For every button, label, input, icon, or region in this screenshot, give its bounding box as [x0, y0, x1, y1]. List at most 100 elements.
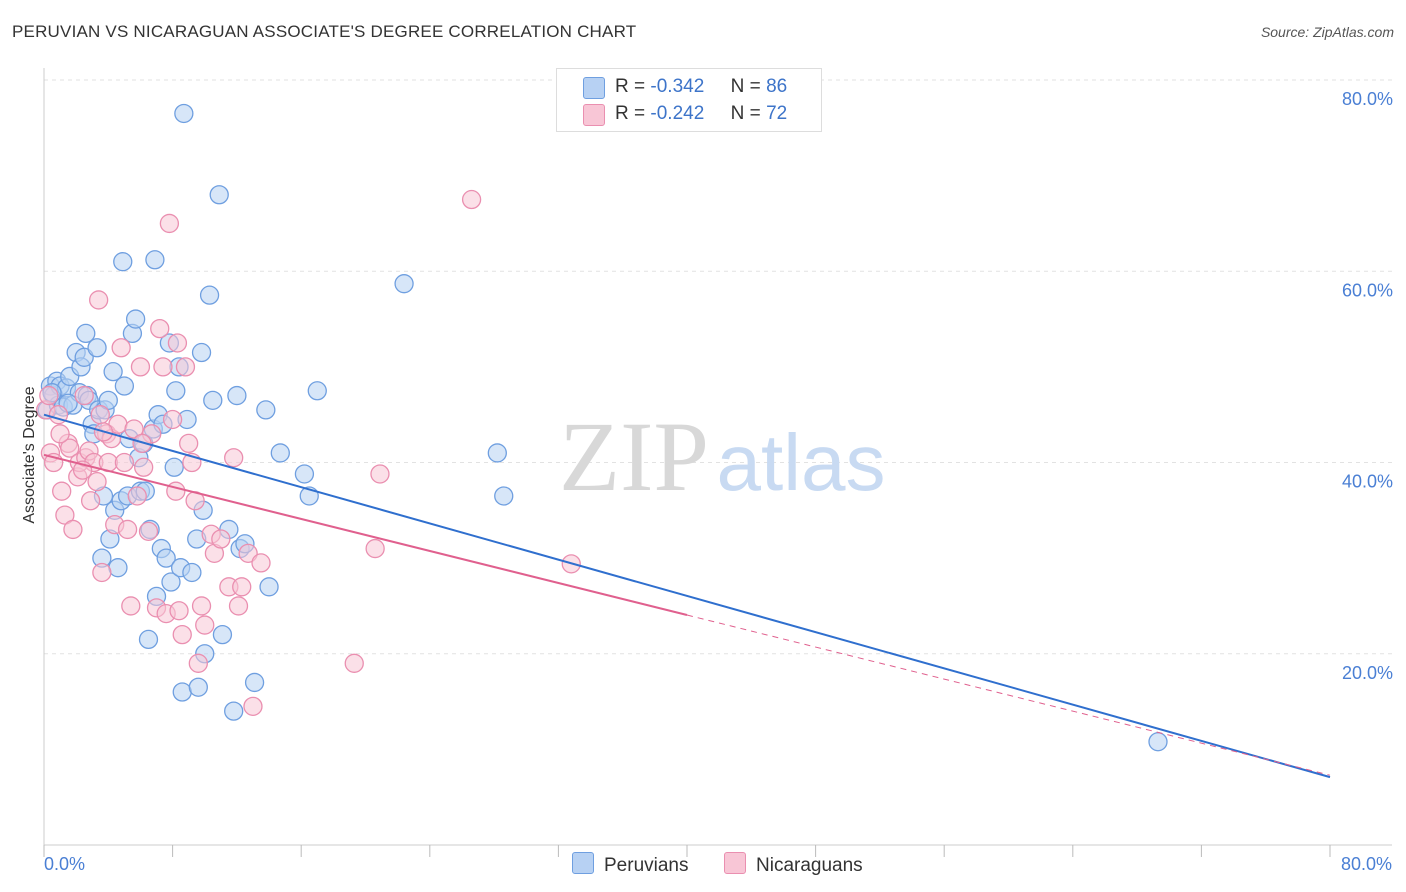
legend-r-value-peruvians: -0.342 [650, 76, 705, 97]
nicaraguan-point [344, 653, 364, 673]
bottom-legend-swatch-nicaraguans [724, 852, 746, 874]
peruvian-point [182, 562, 202, 583]
peruvian-point [98, 390, 118, 410]
peruvian-point [487, 443, 507, 463]
nicaraguan-point [461, 189, 482, 210]
watermark-atlas: atlas [717, 418, 886, 507]
peruvian-point [145, 250, 165, 270]
nicaraguan-point [179, 433, 199, 454]
nicaraguan-point [251, 553, 271, 573]
trend-lines [43, 413, 1331, 779]
legend-n-value-nicaraguans: 72 [766, 103, 788, 124]
nicaraguan-point [166, 481, 186, 501]
nicaraguan-point [87, 471, 107, 492]
nicaraguan-point [63, 519, 83, 540]
nicaraguan-point [74, 385, 94, 406]
nicaraguan-point [127, 486, 147, 506]
nicaraguan-point [90, 405, 110, 425]
peruvian-point [256, 400, 276, 420]
nicaraguan-point [370, 464, 390, 484]
bottom-legend-swatch-peruvians [572, 852, 594, 874]
nicaraguan-point [188, 653, 208, 673]
nicaraguan-point [114, 452, 135, 473]
nicaraguan-point [89, 290, 109, 310]
peruvian-point [270, 443, 290, 463]
peruvian-point [199, 285, 220, 305]
legend-n-label: N = [730, 103, 761, 124]
nicaraguan-point [134, 457, 154, 477]
peruvian-point [203, 390, 223, 410]
watermark: ZIP atlas [559, 401, 885, 512]
x-tick-label: 80.0% [1341, 854, 1392, 874]
peruvian-point [307, 381, 327, 401]
peruvian-point [166, 381, 186, 401]
peruvian-point [113, 252, 133, 272]
y-tick-label: 40.0% [1342, 472, 1393, 492]
peruvian-point [103, 362, 123, 382]
peruvian-point [172, 682, 192, 702]
peruvian-point [494, 486, 514, 506]
y-tick-label: 80.0% [1342, 89, 1393, 109]
peruvian-point [87, 338, 107, 358]
nicaraguan-trend-extension [686, 614, 1331, 776]
nicaraguan-point [50, 424, 70, 444]
nicaraguan-point [195, 615, 215, 635]
peruvian-point [244, 672, 265, 693]
bottom-legend-label-peruvians: Peruvians [604, 855, 689, 876]
nicaraguan-point [167, 333, 188, 353]
nicaraguan-point [191, 596, 212, 616]
peruvian-point [259, 577, 279, 597]
nicaraguan-point [243, 696, 263, 716]
y-tick-label: 60.0% [1342, 280, 1393, 300]
peruvian-point [114, 376, 135, 396]
nicaraguan-point [175, 357, 196, 377]
nicaraguan-point [169, 601, 189, 621]
peruvian-point [164, 457, 184, 477]
peruvian-point [394, 274, 414, 294]
nicaraguan-point [132, 433, 152, 454]
nicaraguan-point [238, 543, 258, 563]
data-points [35, 103, 1168, 752]
nicaraguan-point [111, 338, 131, 358]
nicaraguan-point [159, 213, 180, 234]
chart-title: PERUVIAN VS NICARAGUAN ASSOCIATE'S DEGRE… [12, 22, 637, 41]
peruvian-point [138, 629, 159, 650]
nicaraguan-point [150, 318, 170, 339]
legend-r-label: R = [615, 76, 646, 97]
nicaraguan-point [39, 385, 59, 406]
peruvian-point [1148, 732, 1168, 752]
peruvian-point [156, 548, 176, 568]
nicaraguan-point [60, 438, 80, 458]
nicaraguan-point [80, 491, 101, 511]
legend-swatch-nicaraguans [583, 104, 605, 126]
nicaraguan-point [55, 505, 75, 525]
peruvian-point [191, 342, 212, 363]
y-tick-label: 20.0% [1342, 663, 1393, 683]
nicaraguan-point [117, 519, 138, 540]
peruvian-point [76, 323, 96, 344]
nicaraguan-point [153, 357, 173, 377]
peruvian-point [161, 572, 181, 592]
peruvian-point [74, 347, 94, 367]
peruvian-point [212, 624, 233, 645]
nicaraguan-point [172, 624, 192, 645]
nicaraguan-point [365, 538, 385, 559]
legend-n-label: N = [730, 76, 761, 97]
peruvian-point [108, 558, 128, 578]
legend-r-value-nicaraguans: -0.242 [650, 103, 705, 124]
peruvian-point [227, 385, 247, 406]
peruvian-point [125, 309, 146, 329]
peruvian-point [224, 701, 244, 721]
source-credit: Source: ZipAtlas.com [1260, 24, 1394, 40]
nicaraguan-point [121, 596, 141, 616]
bottom-legend-nicaraguans: Nicaraguans [724, 852, 863, 877]
correlation-legend: R = -0.342 N = 86 R = -0.242 N = 72 [556, 68, 822, 132]
nicaraguan-point [124, 419, 144, 439]
legend-swatch-peruvians [583, 77, 605, 99]
nicaraguan-point [138, 521, 159, 541]
x-tick-label: 0.0% [44, 854, 85, 874]
nicaraguan-point [224, 448, 244, 468]
nicaraguan-point [228, 596, 249, 616]
peruvian-point [174, 103, 194, 124]
